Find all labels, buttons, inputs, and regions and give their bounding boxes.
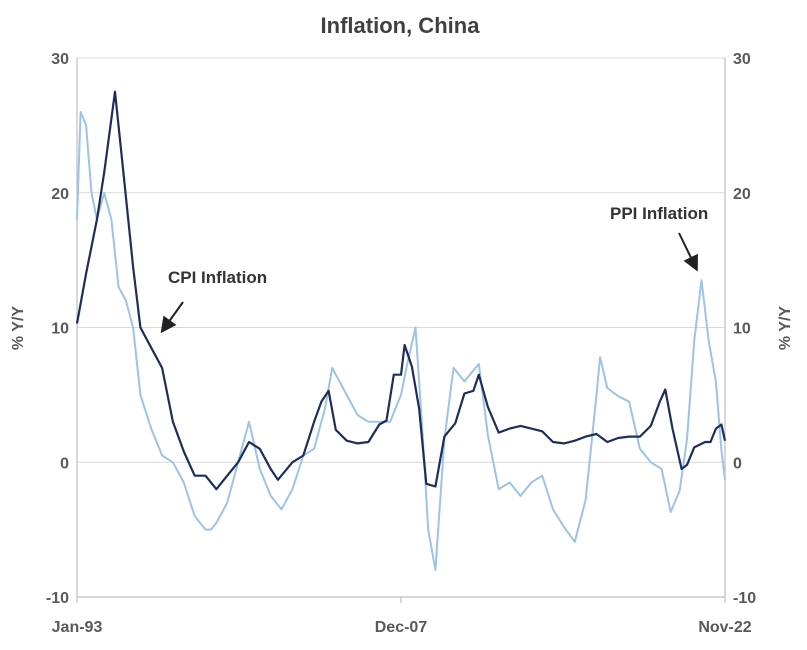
x-tick-label: Nov-22 (698, 619, 751, 636)
gridlines (77, 57, 725, 598)
x-tick-label: Dec-07 (375, 619, 428, 636)
y-tick-label-left: 30 (51, 51, 69, 68)
series-lines (75, 90, 727, 571)
y-tick-label-right: 30 (733, 51, 751, 68)
cpi-annotation-label: CPI Inflation (168, 268, 267, 287)
ppi-series-line (76, 110, 726, 571)
y-tick-label-right: -10 (733, 590, 756, 607)
y-tick-label-right: 10 (733, 321, 751, 338)
y-tick-label-right: 0 (733, 455, 742, 472)
y-tick-label-left: 10 (51, 321, 69, 338)
ppi-annotation-arrow (678, 232, 698, 272)
right-y-axis-label: % Y/Y (777, 306, 794, 351)
right-y-axis-ticks: -10 0 10 20 30 (733, 51, 756, 607)
left-y-axis-ticks: -10 0 10 20 30 (46, 51, 69, 607)
y-tick-label-right: 20 (733, 186, 751, 203)
y-tick-label-left: 0 (60, 455, 69, 472)
x-axis-ticks: Jan-93 Dec-07 Nov-22 (52, 597, 752, 636)
chart-title: Inflation, China (321, 13, 481, 38)
x-tick-label: Jan-93 (52, 619, 103, 636)
y-tick-label-left: -10 (46, 590, 69, 607)
y-tick-label-left: 20 (51, 186, 69, 203)
left-y-axis-label: % Y/Y (10, 306, 27, 351)
annotations: CPI Inflation PPI Inflation (160, 204, 708, 334)
cpi-series-line (75, 90, 727, 491)
ppi-annotation-label: PPI Inflation (610, 204, 708, 223)
cpi-annotation-arrow (160, 301, 184, 334)
